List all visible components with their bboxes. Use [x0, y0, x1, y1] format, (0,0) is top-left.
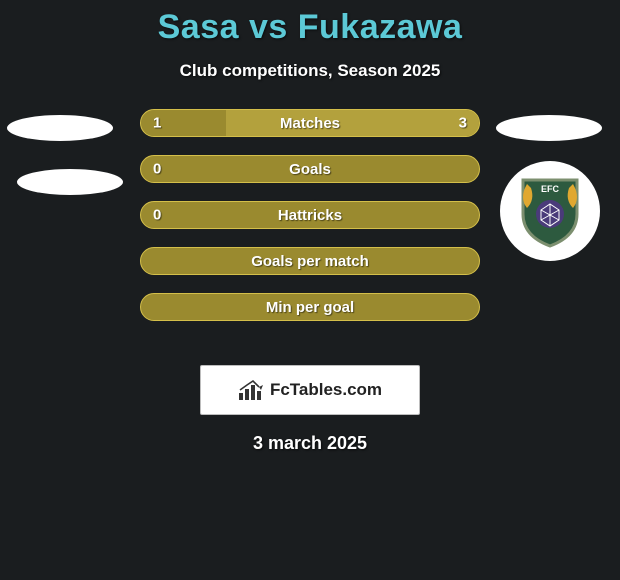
stat-bar-label: Goals — [289, 161, 331, 178]
stat-bar-label: Goals per match — [251, 253, 369, 270]
stat-bar-label: Matches — [280, 115, 340, 132]
left-flag-1-icon — [7, 115, 113, 141]
stat-bars: Matches 1 3 Goals 0 Hattricks 0 Goals per match… — [140, 109, 480, 339]
mini-chart-icon — [238, 379, 264, 401]
stat-bar: Goals 0 — [140, 155, 480, 183]
stat-bar: Goals per match — [140, 247, 480, 275]
stat-bar-value-right: 3 — [459, 115, 467, 132]
page-title: Sasa vs Fukazawa — [0, 0, 620, 47]
stat-bar-value-left: 1 — [153, 115, 161, 132]
stat-bar: Hattricks 0 — [140, 201, 480, 229]
comparison-area: EFC Matches 1 3 Goals 0 Hattricks 0 Goals per m… — [0, 109, 620, 359]
left-flag-2-icon — [17, 169, 123, 195]
snapshot-date: 3 march 2025 — [0, 433, 620, 454]
stat-bar: Min per goal — [140, 293, 480, 321]
stat-bar-label: Min per goal — [266, 299, 354, 316]
stat-bar-value-left: 0 — [153, 161, 161, 178]
stat-bar: Matches 1 3 — [140, 109, 480, 137]
club-crest-icon: EFC — [500, 161, 600, 261]
content-root: Sasa vs Fukazawa Club competitions, Seas… — [0, 0, 620, 580]
crest-letters: EFC — [541, 184, 560, 194]
bar-fill-right — [226, 110, 480, 136]
site-logo: FcTables.com — [200, 365, 420, 415]
right-flag-icon — [496, 115, 602, 141]
subtitle: Club competitions, Season 2025 — [0, 61, 620, 81]
site-logo-text: FcTables.com — [270, 380, 382, 400]
stat-bar-value-left: 0 — [153, 207, 161, 224]
stat-bar-label: Hattricks — [278, 207, 342, 224]
